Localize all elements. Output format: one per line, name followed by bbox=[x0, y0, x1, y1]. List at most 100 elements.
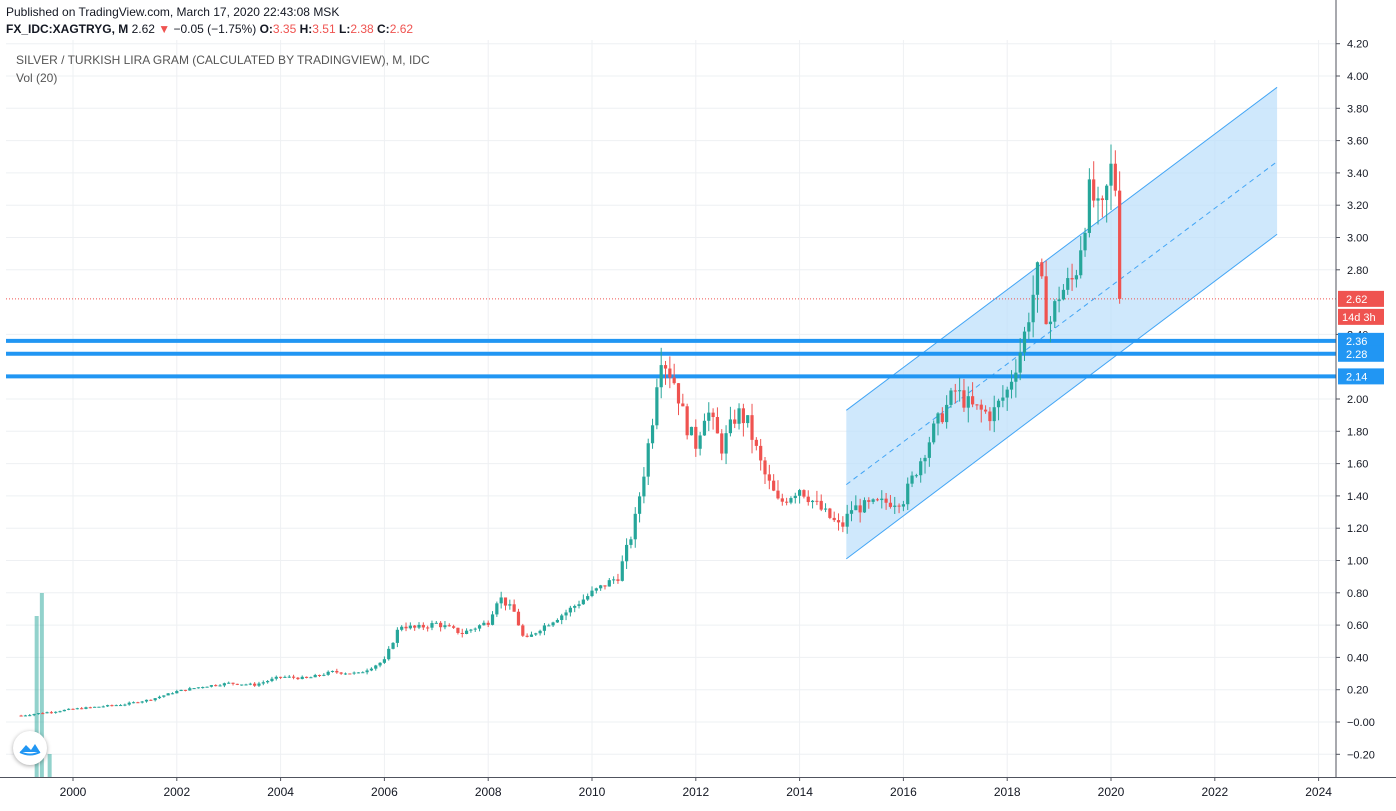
channel-lower-line bbox=[846, 233, 1278, 560]
candle-body bbox=[365, 670, 369, 673]
candle-body bbox=[1005, 389, 1009, 398]
candle-body bbox=[201, 687, 205, 689]
down-triangle-icon: ▼ bbox=[154, 22, 174, 36]
candle-body bbox=[439, 622, 443, 628]
candle-body bbox=[218, 685, 222, 687]
candle-body bbox=[67, 708, 71, 710]
candle-body bbox=[659, 365, 663, 388]
candle-body bbox=[525, 635, 529, 637]
candle-body bbox=[71, 708, 75, 710]
candle-body bbox=[157, 696, 162, 699]
candle-body bbox=[720, 433, 724, 454]
candle-body bbox=[785, 501, 789, 503]
time-tick-label: 2018 bbox=[994, 785, 1021, 799]
candle-body bbox=[75, 708, 79, 710]
candle-body bbox=[149, 699, 153, 701]
candle-body bbox=[815, 500, 819, 502]
candle-body bbox=[910, 475, 914, 484]
price-tick-label: 3.80 bbox=[1347, 103, 1368, 115]
candle-body bbox=[1022, 331, 1027, 353]
candle-body bbox=[287, 676, 291, 678]
candle-body bbox=[175, 691, 179, 694]
candle-body bbox=[1113, 163, 1117, 191]
candle-body bbox=[1096, 198, 1100, 201]
level-tag-label: 2.14 bbox=[1346, 371, 1367, 383]
high-value: 3.51 bbox=[312, 22, 336, 36]
candle-body bbox=[789, 498, 793, 503]
candle-body bbox=[490, 614, 495, 625]
candle-body bbox=[326, 671, 330, 675]
candle-body bbox=[183, 689, 188, 691]
candle-body bbox=[672, 377, 676, 384]
candle-body bbox=[1109, 163, 1113, 186]
candle-body bbox=[23, 715, 28, 717]
candle-body bbox=[80, 708, 84, 710]
candle-body bbox=[668, 368, 672, 378]
candle-body bbox=[196, 687, 201, 689]
candle-body bbox=[724, 433, 728, 454]
candle-body bbox=[123, 704, 127, 706]
candle-body bbox=[283, 676, 287, 678]
time-tick-label: 2004 bbox=[267, 785, 294, 799]
candle-body bbox=[573, 605, 577, 608]
time-tick-label: 2000 bbox=[60, 785, 87, 799]
candle-body bbox=[170, 693, 175, 695]
candle-body bbox=[508, 604, 512, 606]
price-tick-label: 1.20 bbox=[1347, 523, 1368, 535]
candle-body bbox=[32, 714, 36, 716]
candle-body bbox=[1035, 262, 1040, 295]
candle-body bbox=[101, 706, 105, 708]
candle-body bbox=[19, 715, 23, 717]
candle-body bbox=[798, 490, 802, 496]
candle-body bbox=[1001, 397, 1005, 401]
candle-body bbox=[348, 673, 352, 675]
candle-body bbox=[932, 423, 936, 443]
published-caption: Published on TradingView.com, March 17, … bbox=[6, 5, 340, 19]
candle-body bbox=[979, 404, 983, 410]
candle-body bbox=[253, 683, 257, 686]
candle-body bbox=[1074, 275, 1078, 280]
candle-body bbox=[936, 413, 940, 424]
candle-body bbox=[503, 597, 508, 606]
candle-body bbox=[750, 415, 754, 440]
candle-body bbox=[291, 676, 296, 678]
candle-body bbox=[962, 390, 966, 408]
candle-body bbox=[914, 475, 918, 477]
candle-body bbox=[339, 672, 343, 674]
candle-body bbox=[235, 683, 239, 685]
candle-body bbox=[858, 505, 862, 513]
candle-body bbox=[694, 426, 698, 449]
candle-body bbox=[84, 707, 88, 709]
candle-body bbox=[754, 439, 758, 446]
candle-body bbox=[512, 604, 516, 612]
candle-body bbox=[547, 625, 551, 627]
candle-body bbox=[374, 665, 378, 669]
candle-body bbox=[953, 390, 957, 392]
ohlc-row: FX_IDC:XAGTRYG, M 2.62 ▼ −0.05 (−1.75%) … bbox=[6, 21, 413, 38]
candle-body bbox=[949, 390, 953, 405]
candle-body bbox=[421, 624, 425, 628]
time-axis[interactable]: 2000 2002 2004 2006 2008 2010 2012 2014 2016 2018… bbox=[0, 777, 1396, 799]
candle-body bbox=[841, 522, 845, 527]
candle-body bbox=[603, 585, 607, 587]
candle-body bbox=[711, 412, 715, 418]
tradingview-logo-icon[interactable] bbox=[13, 731, 47, 765]
candle-body bbox=[590, 590, 594, 597]
price-tags: 2.362.28 2.14 2.62 14d 3h bbox=[1338, 290, 1384, 385]
candle-body bbox=[741, 408, 745, 424]
candle-body bbox=[940, 413, 944, 423]
candle-body bbox=[309, 677, 313, 679]
candle-body bbox=[707, 412, 711, 421]
price-axis[interactable]: 4.204.003.803.603.403.203.002.802.402.00… bbox=[1335, 0, 1375, 777]
candle-body bbox=[106, 705, 110, 707]
candle-body bbox=[1092, 179, 1096, 201]
regression-channel[interactable] bbox=[846, 86, 1278, 560]
time-tick-label: 2024 bbox=[1305, 785, 1332, 799]
candle-body bbox=[317, 674, 322, 676]
candle-body bbox=[1031, 294, 1035, 323]
candle-body bbox=[1044, 276, 1048, 325]
candle-body bbox=[927, 442, 931, 458]
candle-body bbox=[607, 580, 611, 587]
candle-body bbox=[836, 520, 841, 523]
